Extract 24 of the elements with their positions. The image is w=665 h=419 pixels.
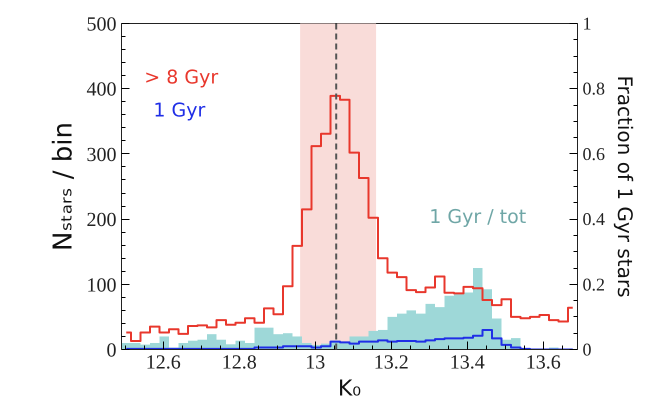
- x-tick-label: 12.6: [146, 352, 181, 374]
- y-tick-label: 300: [86, 144, 116, 166]
- y2-tick-label: 0.6: [582, 144, 605, 164]
- y-tick-label: 400: [86, 78, 116, 101]
- x-tick-label: 13: [305, 352, 326, 374]
- y-axis-title: Nₛₜₐᵣₛ / bin: [48, 122, 78, 251]
- y2-tick-label: 1: [582, 14, 592, 34]
- text: > 8 Gyr: [144, 66, 218, 89]
- x-tick-label: 12.8: [222, 352, 257, 374]
- text: 1 Gyr: [153, 99, 206, 122]
- y2-tick-label: 0.2: [582, 274, 605, 294]
- y2-tick-label: 0.4: [582, 209, 605, 230]
- x-axis-title: K₀: [338, 376, 362, 402]
- y-tick-label: 0: [106, 340, 116, 362]
- x-tick-label: 13.6: [526, 352, 561, 374]
- x-tick-label: 13.2: [374, 352, 409, 374]
- y-tick-label: 200: [86, 209, 116, 232]
- text: 1 Gyr / tot: [429, 206, 526, 228]
- y2-tick-label: 0: [582, 340, 592, 360]
- y2-axis-title: Fraction of 1 Gyr stars: [613, 76, 637, 298]
- y-tick-label: 500: [86, 14, 116, 36]
- x-tick-label: 13.4: [450, 352, 485, 374]
- y2-tick-label: 0.8: [582, 78, 605, 99]
- y-tick-label: 100: [86, 274, 116, 296]
